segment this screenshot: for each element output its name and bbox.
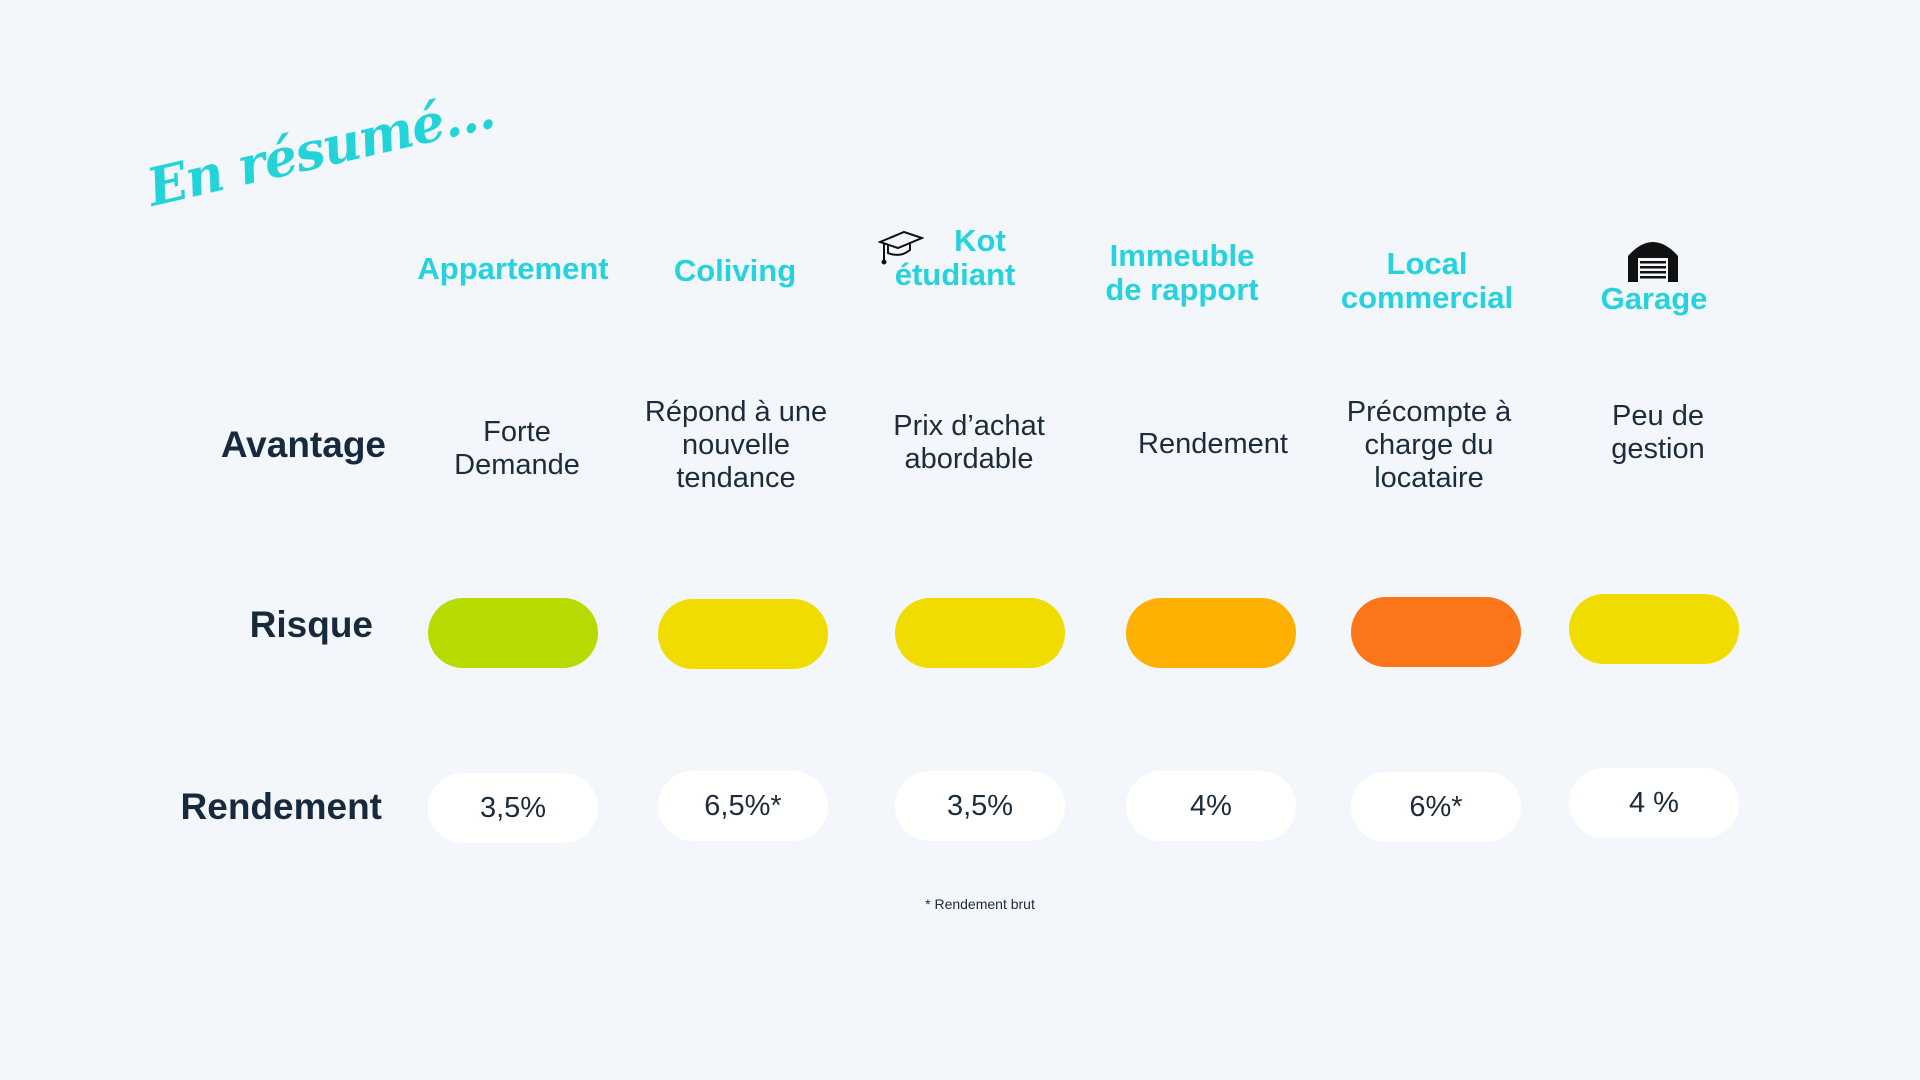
advantage-immeuble-de-rapport: Rendement	[1138, 428, 1288, 460]
column-header-appartement: Appartement	[417, 251, 609, 286]
garage-icon	[1626, 234, 1680, 284]
risk-indicator-kot-etudiant	[895, 598, 1065, 668]
column-header-local-commercial: Local commercial	[1340, 246, 1514, 315]
page-title: En résumé...	[141, 79, 500, 219]
row-label-avantage: Avantage	[220, 424, 386, 465]
advantage-garage: Peu de gestion	[1611, 400, 1705, 465]
advantage-coliving: Répond à une nouvelle tendance	[644, 396, 828, 494]
risk-indicator-local-commercial	[1351, 597, 1521, 667]
graduation-cap-icon	[877, 228, 925, 268]
footnote: * Rendement brut	[925, 896, 1035, 912]
yield-garage: 4 %	[1569, 768, 1739, 838]
column-header-kot-etudiant: Kot étudiant	[894, 223, 1016, 292]
column-header-coliving: Coliving	[673, 253, 797, 288]
yield-immeuble-de-rapport: 4%	[1126, 771, 1296, 841]
advantage-local-commercial: Précompte à charge du locataire	[1346, 396, 1512, 494]
column-header-immeuble-de-rapport: Immeuble de rapport	[1105, 238, 1259, 307]
risk-indicator-coliving	[658, 599, 828, 669]
yield-coliving: 6,5%*	[658, 771, 828, 841]
risk-indicator-appartement	[428, 598, 598, 668]
risk-indicator-garage	[1569, 594, 1739, 664]
yield-kot-etudiant: 3,5%	[895, 771, 1065, 841]
yield-local-commercial: 6%*	[1351, 772, 1521, 842]
yield-appartement: 3,5%	[428, 773, 598, 843]
row-label-rendement: Rendement	[180, 786, 382, 827]
risk-indicator-immeuble-de-rapport	[1126, 598, 1296, 668]
column-header-garage: Garage	[1600, 281, 1708, 316]
row-label-risque: Risque	[249, 604, 373, 645]
advantage-appartement: Forte Demande	[454, 416, 580, 481]
advantage-kot-etudiant: Prix d’achat abordable	[893, 410, 1045, 475]
